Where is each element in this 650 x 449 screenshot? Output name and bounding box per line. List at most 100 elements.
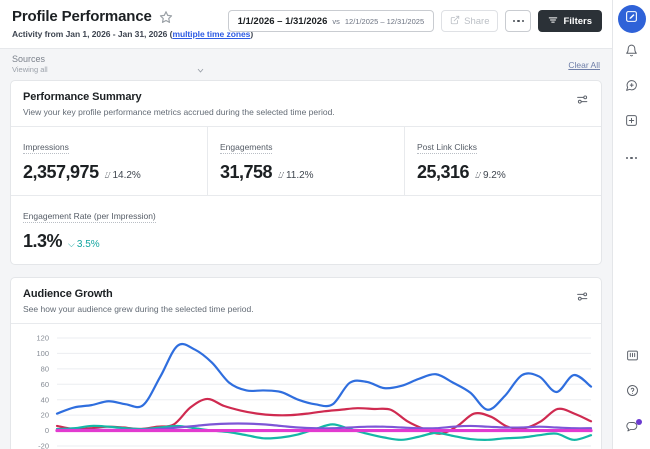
metric-value-row: 2,357,975 ⌰ 14.2% — [23, 162, 195, 183]
metric-delta: ⌰ 14.2% — [105, 170, 141, 181]
metric-engagements: Engagements 31,758 ⌰ 11.2% — [207, 127, 404, 195]
compose-icon — [625, 10, 638, 28]
filters-button[interactable]: Filters — [538, 10, 602, 32]
compose-button[interactable] — [617, 5, 646, 33]
metric-delta: ⌵ 3.5% — [68, 239, 100, 250]
messages-button[interactable] — [617, 73, 647, 103]
metric-label: Engagements — [220, 142, 273, 154]
performance-summary-settings-icon[interactable] — [576, 93, 589, 111]
audience-growth-chart-svg: 120 100 80 60 40 20 0 -20 — [36, 334, 593, 449]
metric-value-row: 1.3% ⌵ 3.5% — [23, 231, 196, 252]
metric-value: 2,357,975 — [23, 162, 99, 182]
performance-summary-card: Performance Summary View your key profil… — [10, 80, 602, 265]
activity-subtitle: Activity from Jan 1, 2026 - Jan 31, 2026… — [12, 29, 600, 39]
page-title: Profile Performance — [12, 8, 152, 25]
metric-delta-value: 9.2% — [482, 170, 506, 181]
chart-y-tick: 0 — [45, 426, 49, 435]
timezone-link[interactable]: multiple time zones — [172, 29, 251, 39]
performance-summary-subtitle: View your key profile performance metric… — [23, 107, 335, 117]
chart-y-tick: 100 — [36, 349, 49, 358]
chart-y-tick: -20 — [38, 442, 49, 449]
add-box-icon — [625, 114, 638, 132]
audience-growth-settings-icon[interactable] — [576, 290, 589, 308]
more-dot — [517, 19, 520, 23]
metric-delta-value: 14.2% — [112, 170, 141, 181]
metric-value-row: 31,758 ⌰ 11.2% — [220, 162, 392, 183]
metric-label: Post Link Clicks — [417, 142, 477, 154]
chart-y-tick: 20 — [41, 411, 49, 420]
arrow-up-icon: ⌵ — [68, 239, 75, 249]
title-row: Profile Performance — [12, 8, 600, 25]
chevron-down-icon[interactable] — [196, 62, 205, 80]
library-button[interactable] — [617, 343, 647, 373]
add-button[interactable] — [617, 108, 647, 138]
arrow-down-icon: ⌰ — [475, 170, 481, 180]
metric-delta-value: 3.5% — [76, 239, 100, 250]
audience-growth-card: Audience Growth See how your audience gr… — [10, 277, 602, 449]
date-range-vs: vs — [332, 16, 340, 26]
metric-value: 1.3% — [23, 231, 63, 251]
activity-text: Activity from Jan 1, 2026 - Jan 31, 2026… — [12, 29, 173, 39]
star-icon[interactable] — [159, 10, 173, 24]
filter-icon — [548, 15, 558, 28]
more-dot — [634, 156, 638, 160]
audience-growth-chart[interactable]: 120 100 80 60 40 20 0 -20 — [11, 323, 601, 449]
more-dots-icon — [625, 156, 638, 160]
support-chat-button[interactable] — [617, 413, 647, 443]
secondary-metrics-row: Engagement Rate (per Impression) 1.3% ⌵ … — [11, 195, 601, 264]
chart-line-series-blue — [55, 342, 593, 415]
chart-y-tick: 120 — [36, 334, 49, 343]
more-options-button[interactable] — [505, 10, 532, 32]
more-dot — [512, 19, 516, 23]
sources-label: Sources — [12, 54, 46, 64]
activity-suffix: ) — [250, 29, 254, 39]
bell-icon — [625, 44, 638, 62]
help-button[interactable] — [617, 378, 647, 408]
arrow-down-icon: ⌰ — [104, 170, 111, 180]
book-icon — [626, 349, 639, 367]
metric-post-link-clicks: Post Link Clicks 25,316 ⌰ 9.2% — [404, 127, 601, 195]
notifications-button[interactable] — [617, 38, 647, 68]
share-button[interactable]: Share — [441, 10, 499, 32]
metric-empty-1 — [208, 196, 405, 264]
chart-y-tick: 60 — [41, 380, 49, 389]
metric-delta-value: 11.2% — [285, 170, 314, 181]
date-range-picker[interactable]: 1/1/2026 – 1/31/2026 vs 12/1/2025 – 12/3… — [227, 10, 435, 32]
sources-sublabel: Viewing all — [12, 65, 48, 74]
right-rail — [612, 0, 650, 449]
header-controls: 1/1/2026 – 1/31/2026 vs 12/1/2025 – 12/3… — [227, 10, 602, 32]
primary-metrics-row: Impressions 2,357,975 ⌰ 14.2% Engagement… — [11, 126, 601, 195]
metric-delta: ⌰ 11.2% — [278, 170, 314, 181]
clear-all-link[interactable]: Clear All — [568, 60, 600, 70]
main-content: Profile Performance Activity from Jan 1,… — [0, 0, 612, 449]
performance-summary-header: Performance Summary View your key profil… — [11, 81, 601, 126]
share-icon — [450, 15, 460, 28]
more-button[interactable] — [617, 143, 647, 173]
help-circle-icon — [626, 384, 639, 402]
metric-impressions: Impressions 2,357,975 ⌰ 14.2% — [11, 127, 207, 195]
filters-label: Filters — [563, 15, 592, 27]
message-plus-icon — [625, 79, 638, 97]
notification-badge — [636, 419, 642, 425]
sources-bar: Sources Viewing all Clear All — [0, 48, 612, 80]
date-range-primary: 1/1/2026 – 1/31/2026 — [237, 15, 328, 27]
metric-label: Engagement Rate (per Impression) — [23, 211, 156, 223]
page-header: Profile Performance Activity from Jan 1,… — [0, 0, 612, 48]
right-rail-bottom — [613, 338, 650, 443]
audience-growth-title: Audience Growth — [23, 288, 113, 300]
performance-summary-title: Performance Summary — [23, 91, 142, 103]
more-dot — [521, 19, 525, 23]
metric-value: 31,758 — [220, 162, 273, 182]
metric-empty-2 — [404, 196, 601, 264]
audience-growth-subtitle: See how your audience grew during the se… — [23, 304, 254, 314]
chat-icon — [625, 419, 639, 437]
more-dot — [630, 156, 633, 160]
share-label: Share — [464, 15, 490, 27]
arrow-down-icon: ⌰ — [278, 170, 284, 180]
metric-value: 25,316 — [417, 162, 470, 182]
sources-selector[interactable]: Sources Viewing all — [12, 54, 48, 75]
metric-label: Impressions — [23, 142, 69, 154]
date-range-compare: 12/1/2025 – 12/31/2025 — [344, 16, 425, 26]
audience-growth-header: Audience Growth See how your audience gr… — [11, 278, 601, 323]
more-dot — [625, 156, 629, 160]
